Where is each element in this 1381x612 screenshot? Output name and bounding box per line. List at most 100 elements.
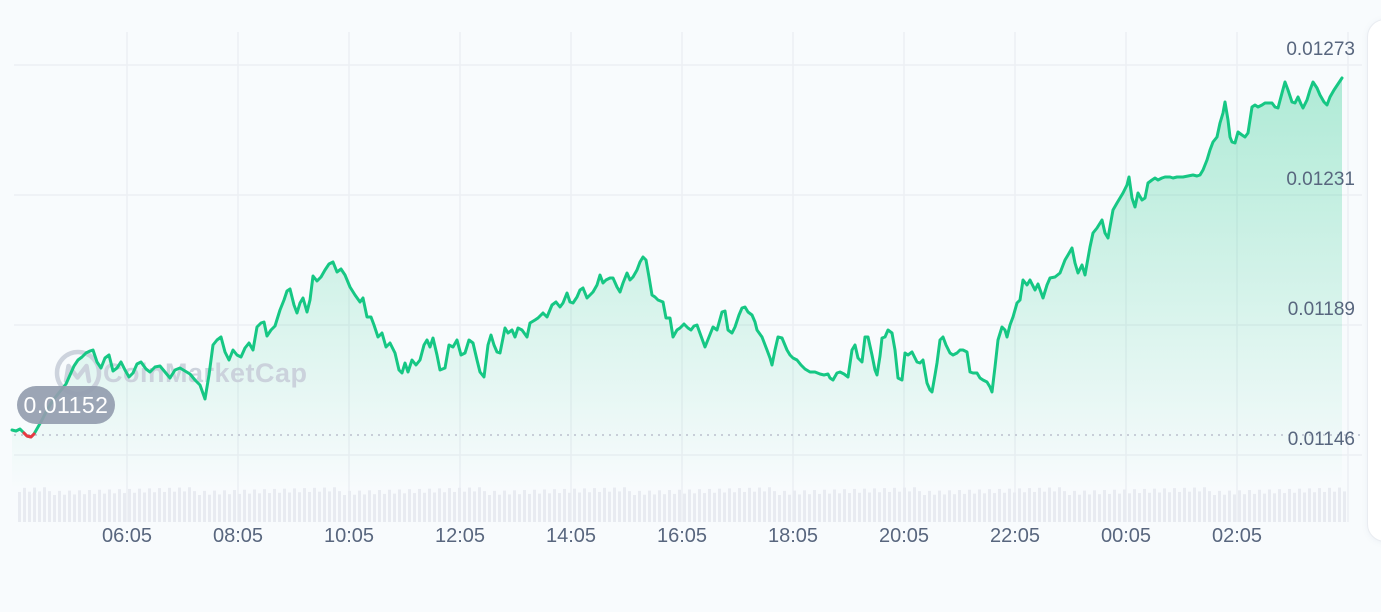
volume-bar [1338,487,1341,522]
volume-bar [153,492,156,522]
volume-bar [463,491,466,522]
volume-bar [423,492,426,522]
volume-bar [473,491,476,522]
volume-bar [793,490,796,522]
volume-bar [258,493,261,522]
volume-bar [18,491,21,522]
volume-bar [1078,494,1081,522]
volume-bar [873,488,876,522]
volume-bar [963,493,966,522]
volume-bar [363,494,366,522]
volume-bar [1128,493,1131,522]
volume-bar [88,490,91,522]
volume-bar [1218,490,1221,522]
volume-bar [478,487,481,522]
volume-bar [353,494,356,522]
volume-bar [1058,487,1061,522]
volume-bar [923,495,926,522]
x-axis-label: 12:05 [434,525,486,547]
volume-bar [43,487,46,522]
volume-bar [408,489,411,522]
volume-bar [28,491,31,522]
volume-bar [1093,490,1096,522]
y-axis-label: 0.01146 [1287,429,1355,450]
volume-bar [368,490,371,522]
volume-bar [568,492,571,522]
volume-bar [193,491,196,522]
volume-bar [778,495,781,522]
volume-bar [468,487,471,522]
volume-bar [1143,488,1146,522]
volume-bar [628,491,631,522]
volume-bar [578,492,581,522]
volume-bar [523,490,526,522]
volume-bar [943,494,946,522]
volume-bar [773,491,776,522]
volume-bar [1263,493,1266,522]
volume-bar [338,491,341,522]
volume-bar [1013,492,1016,522]
volume-bar [198,495,201,522]
volume-bar [33,487,36,522]
volume-bar [853,488,856,522]
volume-bar [388,489,391,522]
volume-bar [1223,494,1226,522]
volume-bars [18,487,1346,522]
volume-bar [288,492,291,522]
volume-bar [988,489,991,522]
volume-bar [903,487,906,522]
volume-bar [1043,491,1046,522]
volume-bar [553,489,556,522]
volume-bar [813,490,816,522]
x-axis-label: 00:05 [1100,525,1152,547]
volume-bar [133,492,136,522]
volume-bar [508,494,511,522]
volume-bar [1118,493,1121,522]
x-axis-label: 14:05 [545,525,597,547]
volume-bar [573,488,576,522]
volume-bar [1103,490,1106,522]
volume-bar [928,490,931,522]
volume-bar [548,493,551,522]
volume-bar [718,488,721,522]
volume-bar [513,490,516,522]
volume-bar [1193,487,1196,522]
volume-bar [458,487,461,522]
volume-bar [148,488,151,522]
volume-bar [633,495,636,522]
volume-bar [113,493,116,522]
volume-bar [1248,490,1251,522]
volume-bar [1228,490,1231,522]
volume-bar [733,492,736,522]
volume-bar [613,487,616,522]
volume-bar [638,490,641,522]
volume-bar [1138,493,1141,522]
volume-bar [138,488,141,522]
volume-bar [703,493,706,522]
volume-bar [163,491,166,522]
volume-bar [203,490,206,522]
x-axis-label: 18:05 [767,525,819,547]
volume-bar [668,490,671,522]
volume-bar [1063,491,1066,522]
volume-bar [593,488,596,522]
volume-bar [448,488,451,522]
volume-bar [658,490,661,522]
volume-bar [673,493,676,522]
volume-bar [1283,493,1286,522]
prev-close-badge: 0.01152 [17,386,115,424]
volume-bar [653,494,656,522]
volume-bar [518,494,521,522]
volume-bar [1213,495,1216,522]
volume-bar [608,491,611,522]
volume-bar [948,490,951,522]
volume-bar [1273,493,1276,522]
volume-bar [818,493,821,522]
volume-bar [293,488,296,522]
volume-bar [1203,487,1206,522]
volume-bar [933,494,936,522]
volume-bar [803,490,806,522]
volume-bar [1123,489,1126,522]
